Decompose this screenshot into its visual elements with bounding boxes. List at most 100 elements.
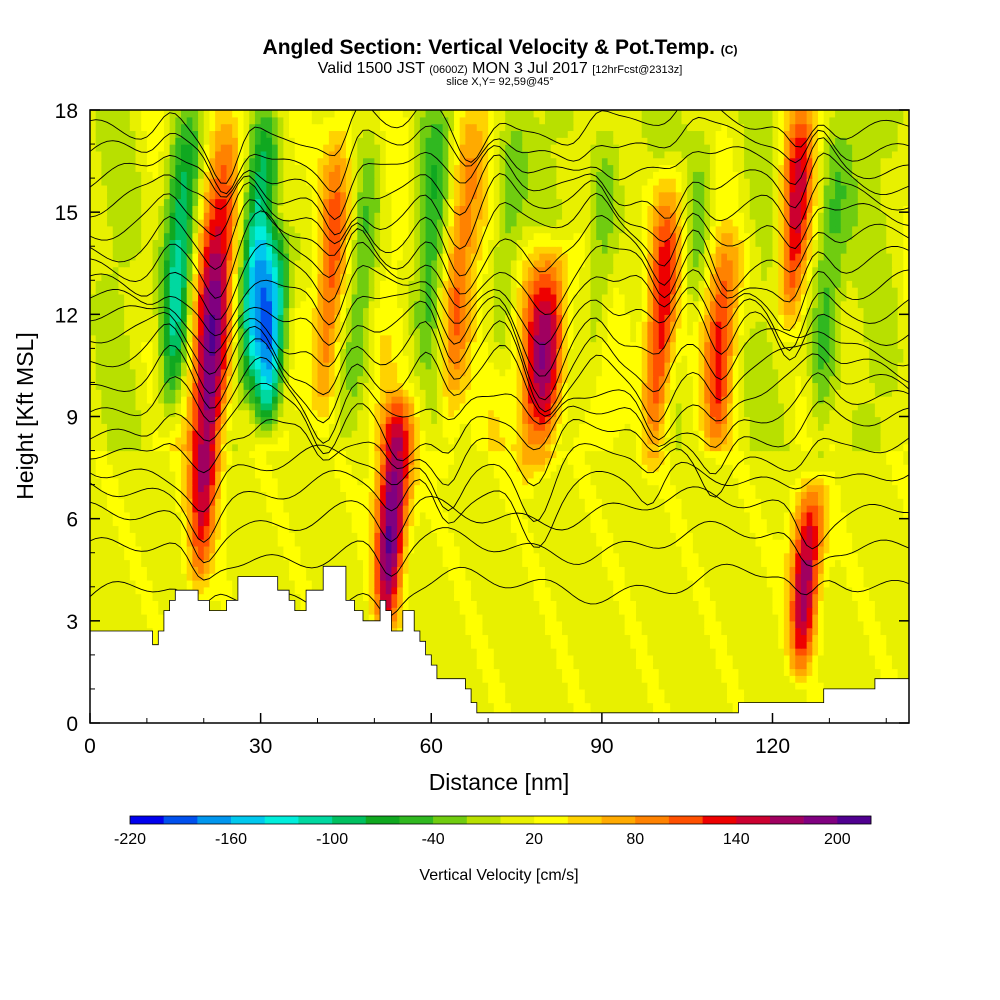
field-cell (681, 627, 688, 636)
field-cell (647, 614, 654, 622)
field-cell (607, 505, 614, 513)
field-cell (874, 661, 882, 670)
field-cell (380, 505, 387, 513)
field-cell (419, 579, 427, 588)
field-cell (681, 511, 688, 520)
field-cell (812, 648, 819, 656)
field-cell (465, 600, 472, 608)
field-cell (601, 532, 609, 540)
field-cell (795, 661, 802, 670)
field-cell (300, 552, 307, 561)
field-cell (482, 607, 489, 615)
field-cell (419, 573, 427, 581)
field-cell (533, 498, 540, 506)
field-cell (829, 593, 836, 601)
field-cell (891, 539, 899, 547)
field-cell (755, 634, 762, 642)
field-cell (590, 695, 597, 704)
field-cell (681, 695, 688, 704)
field-cell (880, 661, 887, 670)
field-cell (266, 545, 273, 554)
field-cell (476, 552, 484, 561)
field-cell (465, 593, 472, 601)
field-cell (158, 518, 165, 527)
field-cell (863, 668, 870, 676)
field-cell (727, 579, 734, 588)
field-cell (897, 539, 904, 547)
field-cell (397, 545, 404, 554)
field-cell (533, 614, 540, 622)
field-cell (857, 661, 865, 670)
field-cell (112, 559, 120, 567)
field-cell (380, 566, 387, 574)
field-cell (590, 491, 597, 499)
field-cell (152, 505, 159, 513)
field-cell (789, 600, 796, 608)
field-cell (135, 525, 142, 533)
field-cell (601, 566, 609, 574)
field-cell (436, 518, 444, 527)
field-cell (874, 586, 882, 595)
field-cell (818, 614, 825, 622)
field-cell (419, 545, 427, 554)
field-cell (618, 579, 626, 588)
field-cell (101, 559, 108, 567)
field-cell (385, 532, 393, 540)
field-cell (698, 654, 705, 663)
field-cell (590, 607, 597, 615)
field-cell (675, 682, 683, 690)
field-cell (465, 614, 472, 622)
field-cell (533, 593, 540, 601)
field-cell (709, 702, 717, 710)
field-cell (818, 600, 825, 608)
field-cell (869, 634, 876, 642)
field-cell (220, 573, 228, 581)
field-cell (744, 627, 751, 636)
field-cell (454, 579, 461, 588)
field-cell (829, 627, 836, 636)
field-cell (732, 600, 739, 608)
field-cell (567, 593, 575, 601)
field-cell (596, 675, 603, 683)
field-cell (436, 552, 444, 561)
field-cell (863, 593, 870, 601)
field-cell (283, 525, 290, 533)
field-cell (454, 532, 461, 540)
field-cell (414, 614, 421, 622)
field-cell (169, 552, 176, 561)
field-cell (539, 525, 546, 533)
field-cell (505, 654, 512, 663)
field-cell (653, 532, 660, 540)
field-cell (596, 545, 603, 554)
field-cell (562, 675, 569, 683)
field-cell (243, 484, 250, 493)
field-cell (886, 627, 893, 636)
field-cell (232, 573, 239, 581)
field-cell (732, 573, 739, 581)
field-cell (363, 532, 370, 540)
field-cell (533, 641, 540, 649)
field-cell (425, 573, 432, 581)
field-cell (397, 573, 404, 581)
field-cell (425, 505, 432, 513)
field-cell (181, 505, 188, 513)
field-cell (772, 593, 779, 601)
field-cell (869, 566, 876, 574)
field-cell (556, 620, 563, 629)
field-cell (738, 641, 745, 649)
field-cell (738, 593, 745, 601)
field-cell (499, 586, 506, 595)
field-cell (272, 545, 279, 554)
field-cell (300, 545, 307, 554)
field-cell (818, 688, 825, 697)
field-cell (391, 573, 398, 581)
field-cell (800, 498, 808, 506)
field-cell (556, 641, 563, 649)
field-cell (738, 661, 745, 670)
field-cell (397, 586, 404, 595)
field-cell (545, 682, 552, 690)
field-cell (727, 661, 734, 670)
field-cell (545, 579, 552, 588)
field-cell (317, 511, 324, 520)
field-cell (795, 545, 802, 554)
